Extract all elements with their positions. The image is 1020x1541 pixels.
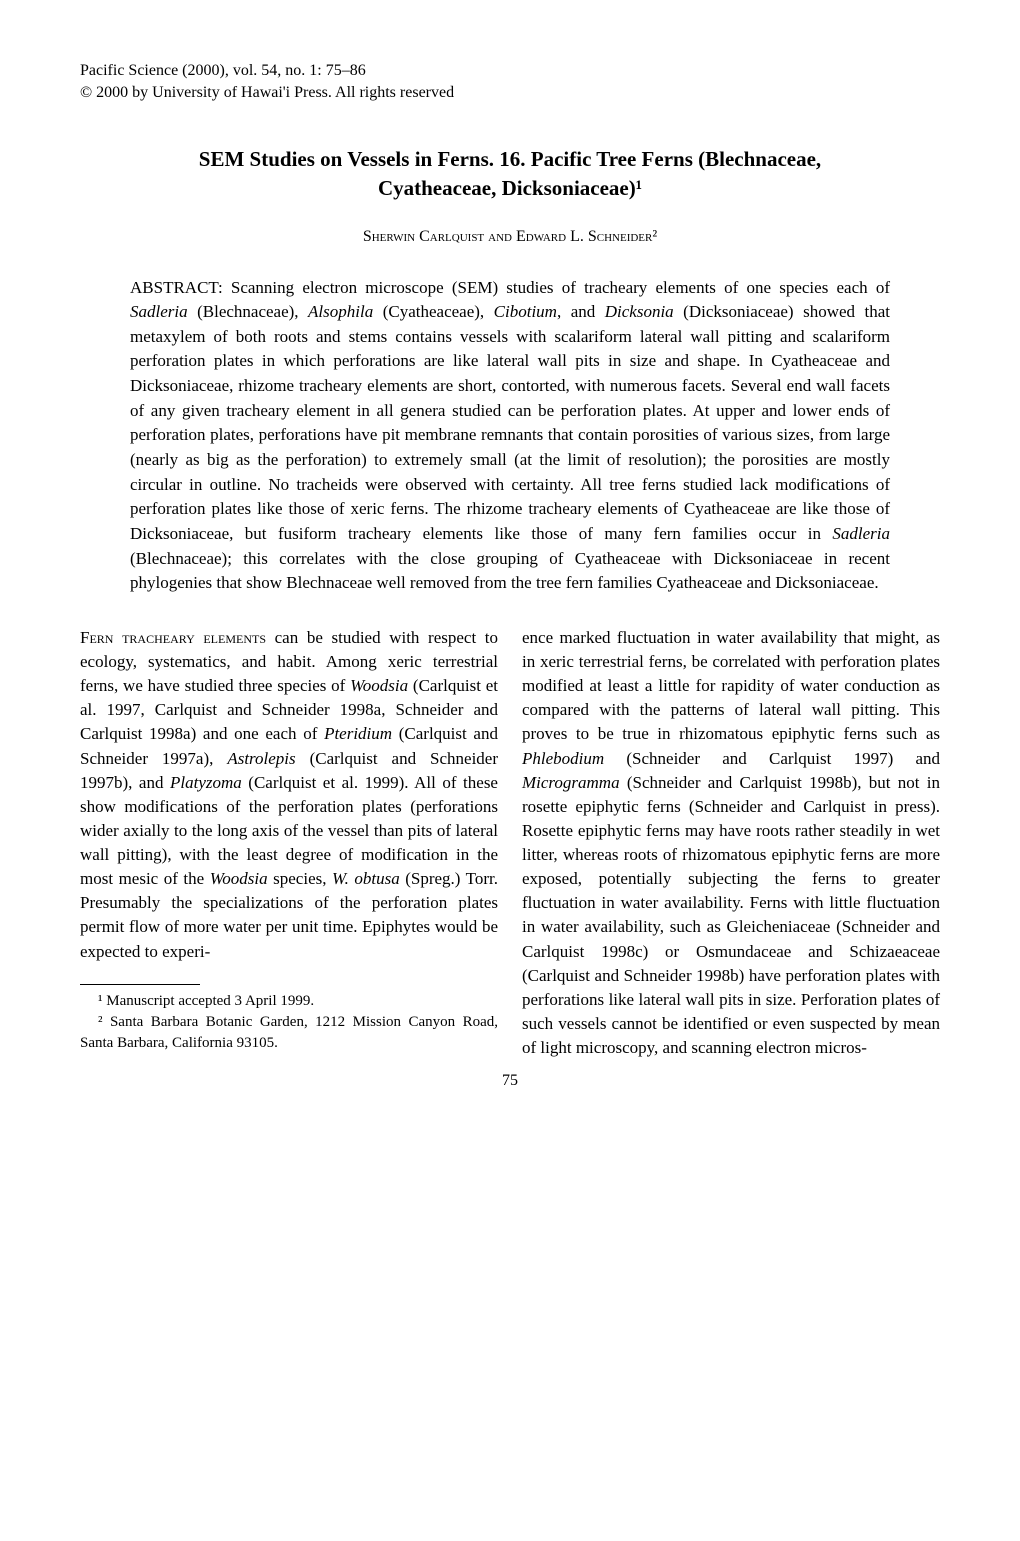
abstract-text: Scanning electron microscope (SEM) studi…: [130, 278, 890, 593]
footnotes: ¹ Manuscript accepted 3 April 1999. ² Sa…: [80, 991, 498, 1054]
authors: Sherwin Carlquist and Edward L. Schneide…: [80, 228, 940, 246]
first-words: Fern tracheary elements: [80, 628, 266, 647]
journal-header: Pacific Science (2000), vol. 54, no. 1: …: [80, 60, 940, 105]
body-paragraph-left: Fern tracheary elements can be studied w…: [80, 626, 498, 964]
journal-citation: Pacific Science (2000), vol. 54, no. 1: …: [80, 60, 940, 82]
footnote-1: ¹ Manuscript accepted 3 April 1999.: [80, 991, 498, 1012]
abstract-label: ABSTRACT:: [130, 278, 231, 297]
copyright-line: © 2000 by University of Hawai'i Press. A…: [80, 82, 940, 104]
right-column: ence marked fluctuation in water availab…: [522, 626, 940, 1060]
body-columns: Fern tracheary elements can be studied w…: [80, 626, 940, 1060]
article-title: SEM Studies on Vessels in Ferns. 16. Pac…: [150, 145, 870, 204]
footnote-divider: [80, 984, 200, 985]
page-number: 75: [80, 1072, 940, 1090]
left-body-text: can be studied with respect to ecology, …: [80, 628, 498, 961]
abstract: ABSTRACT: Scanning electron microscope (…: [130, 276, 890, 596]
body-paragraph-right: ence marked fluctuation in water availab…: [522, 626, 940, 1060]
left-column: Fern tracheary elements can be studied w…: [80, 626, 498, 1060]
footnote-2: ² Santa Barbara Botanic Garden, 1212 Mis…: [80, 1012, 498, 1054]
